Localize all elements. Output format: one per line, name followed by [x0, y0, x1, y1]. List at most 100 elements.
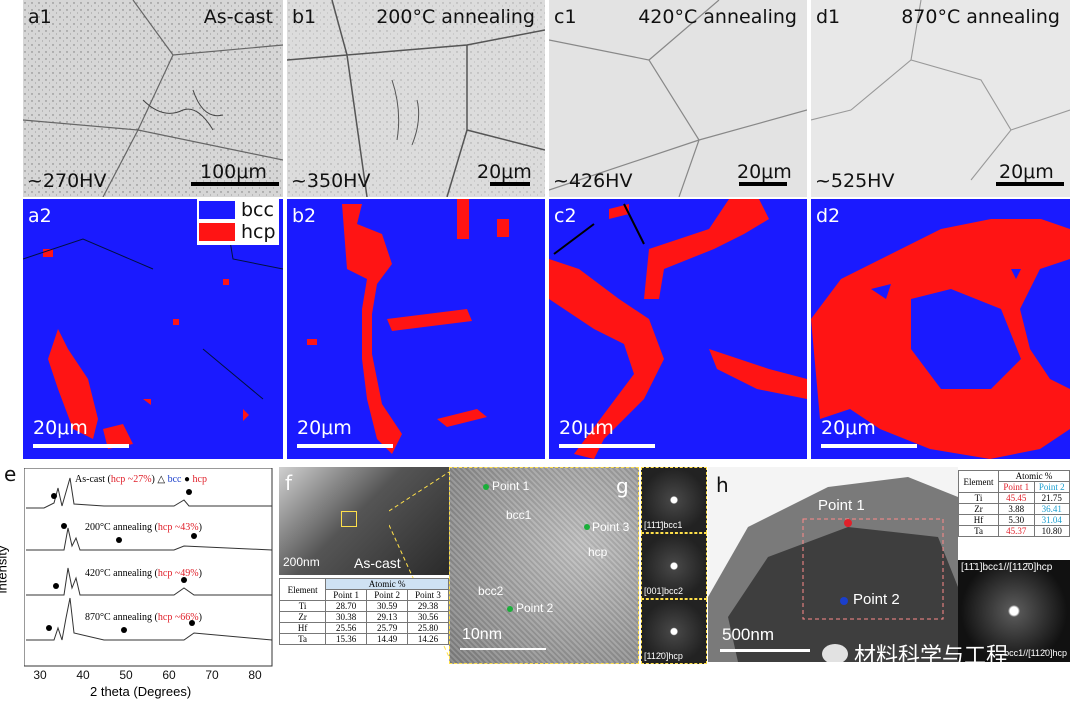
scale-bar-b2	[297, 444, 393, 448]
scale-bar-hrtem	[460, 648, 546, 650]
scale-bar-a1	[191, 182, 279, 186]
trace-name-3: 420°C annealing	[85, 568, 153, 579]
table-h-col: Point 2	[1033, 481, 1071, 493]
micrograph-b1: b1 200°C annealing ~350HV 20μm	[287, 0, 545, 197]
scale-label-c2: 20μm	[559, 417, 614, 439]
point1-marker-h	[844, 519, 852, 527]
hcp-regions-b2	[307, 199, 509, 454]
legend-hcp-text: hcp	[192, 474, 207, 485]
xtick-70: 70	[205, 668, 219, 682]
xrd-panel: e intensity As-cast (hcp ~27%) △ bcc ● h…	[0, 462, 278, 702]
scale-label-f: 200nm	[283, 555, 320, 569]
cell: 30.59	[366, 600, 409, 612]
bcc2-label: bcc2	[478, 584, 504, 598]
bcc1-label: bcc1	[506, 508, 532, 522]
point2-marker-h	[840, 597, 848, 605]
phase-map-d2: d2 20μm	[811, 199, 1070, 459]
point1-label-h: Point 1	[818, 497, 865, 514]
legend-bcc-marker: △	[157, 474, 168, 485]
panel-label-a1: a1	[28, 6, 52, 28]
cell: 14.49	[366, 633, 409, 645]
table-row: Ti 28.70 30.59 29.38	[278, 600, 449, 612]
cell: 45.37	[998, 525, 1035, 537]
phase-legend: bcc hcp	[197, 199, 279, 245]
cell: 30.56	[407, 611, 449, 623]
grain-boundaries-a1	[23, 0, 283, 197]
table-row: Hf 5.30 31.04	[957, 514, 1071, 526]
point1-marker	[483, 484, 489, 490]
point2-label: Point 2	[516, 601, 554, 615]
table-row: Zr 3.88 36.41	[957, 503, 1071, 515]
table-row: Hf 25.56 25.79 25.80	[278, 622, 449, 634]
grain-boundaries-c1	[549, 0, 807, 197]
saed-bottom-label: bcc1//[112̄0]hcp	[1004, 648, 1067, 658]
fft-1: [11̄1̄]bcc1	[641, 467, 707, 533]
point1-label: Point 1	[492, 479, 530, 493]
cell: Hf	[957, 514, 1000, 526]
legend-bcc-text: bcc	[167, 474, 182, 485]
panel-label-h: h	[716, 473, 729, 497]
trace-name-1: As-cast	[75, 474, 105, 485]
phase-map-c2: c2 20μm	[549, 199, 807, 459]
cell: 14.26	[407, 633, 449, 645]
cell: 3.88	[998, 503, 1035, 515]
hardness-c1: ~426HV	[553, 170, 633, 192]
grain-boundaries-d1	[811, 0, 1070, 181]
bcc-legend-label: bcc	[241, 199, 274, 221]
point2-label-h: Point 2	[853, 591, 900, 608]
cell: 25.79	[366, 622, 409, 634]
scale-bar-a2	[33, 444, 129, 448]
scale-label-a2: 20μm	[33, 417, 88, 439]
table-h-col: Point 1	[998, 481, 1035, 493]
fft-3: [112̄0]hcp	[641, 599, 707, 664]
hcp-regions-d2	[811, 219, 1070, 459]
cell: Ti	[957, 492, 1000, 504]
cell: 21.75	[1033, 492, 1071, 504]
tem-panel-f: f 200nm As-cast	[279, 467, 449, 575]
panel-title-d1: 870°C annealing	[901, 6, 1060, 28]
phase-map-a2: a2 20μm bcc hcp	[23, 199, 283, 459]
wechat-watermark: 材料科学与工程	[822, 638, 1008, 670]
zoom-box	[341, 511, 357, 527]
xrd-ylabel: intensity	[0, 545, 10, 594]
trace-name-4: 870°C annealing	[85, 612, 153, 623]
scale-label-b1: 20μm	[477, 161, 532, 183]
xtick-40: 40	[76, 668, 90, 682]
point2-marker	[507, 606, 513, 612]
xtick-60: 60	[162, 668, 176, 682]
hardness-a1: ~270HV	[27, 170, 107, 192]
scale-bar-b1	[490, 182, 530, 186]
scale-bar-h	[720, 649, 810, 652]
table-f-col: Point 3	[407, 589, 449, 601]
hrtem-image: Point 1 bcc1 Point 3 hcp bcc2 Point 2 10…	[449, 467, 639, 664]
cell: 36.41	[1033, 503, 1071, 515]
micrograph-c1: c1 420°C annealing ~426HV 20μm	[549, 0, 807, 197]
table-row: Ti 45.45 21.75	[957, 492, 1071, 504]
xrd-trace-label-4: 870°C annealing (hcp ~66%)	[85, 612, 202, 623]
trace-name-2: 200°C annealing	[85, 522, 153, 533]
cell: 25.80	[407, 622, 449, 634]
cell: Ta	[278, 633, 327, 645]
tem-panel-h: h Point 1 Point 2 500nm	[708, 467, 958, 662]
fft-1-label: [11̄1̄]bcc1	[644, 520, 683, 530]
table-row: Ta 45.37 10.80	[957, 525, 1071, 537]
cell: 28.70	[325, 600, 368, 612]
watermark-text: 材料科学与工程	[854, 644, 1009, 669]
bcc-swatch	[199, 201, 235, 219]
table-row: Ta 15.36 14.49 14.26	[278, 633, 449, 645]
panel-label-d1: d1	[816, 6, 841, 28]
trace-hcp-2: hcp ~43%	[157, 522, 199, 533]
fft-2: [001]bcc2	[641, 533, 707, 599]
hardness-d1: ~525HV	[815, 170, 895, 192]
tem-h-specimen	[708, 477, 958, 662]
composition-table-h: Element Atomic % Point 1 Point 2 Ti 45.45 21…	[957, 470, 1071, 537]
trace-hcp-1: hcp ~27%	[110, 474, 152, 485]
grain-boundaries-b1	[287, 0, 545, 197]
micrograph-d1: d1 870°C annealing ~525HV 20μm	[811, 0, 1070, 197]
hcp-swatch	[199, 223, 235, 241]
table-f-col: Point 1	[325, 589, 368, 601]
xrd-xlabel: 2 theta (Degrees)	[90, 684, 192, 699]
cell: 31.04	[1033, 514, 1071, 526]
scale-label-c1: 20μm	[737, 161, 792, 183]
trace-hcp-4: hcp ~66%	[157, 612, 199, 623]
